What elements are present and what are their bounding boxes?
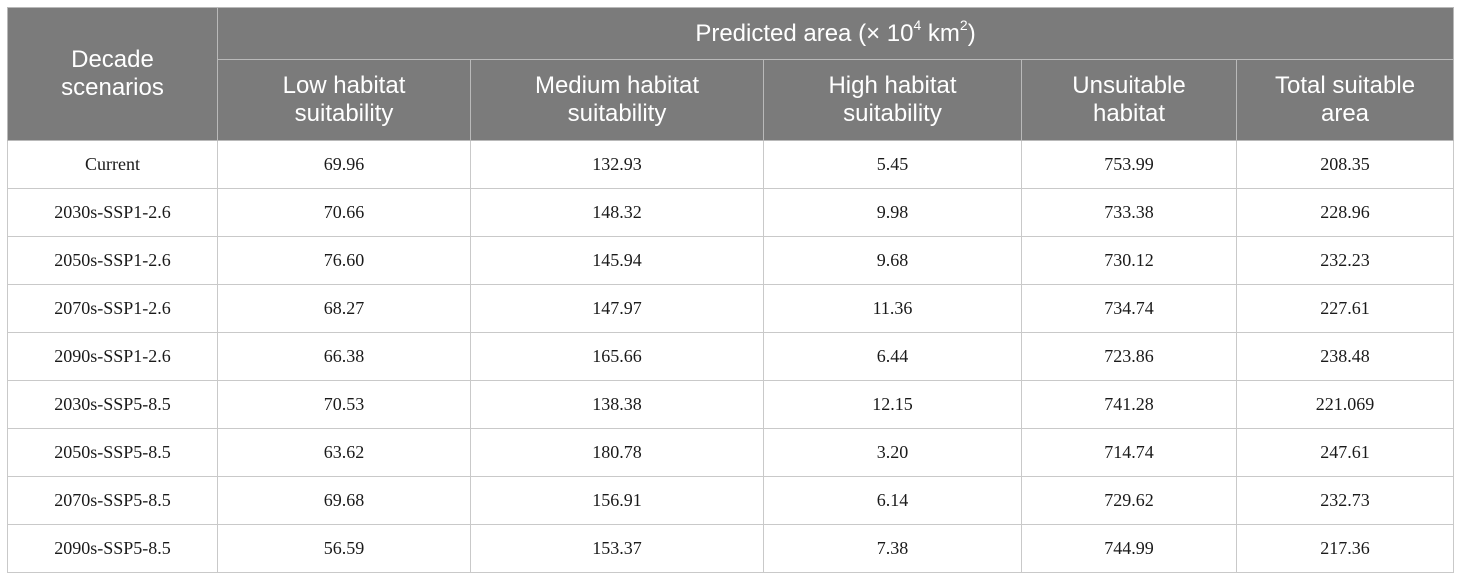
table-row: 2090s-SSP1-2.6 66.38 165.66 6.44 723.86 …	[7, 332, 1455, 381]
value-cell: 753.99	[1021, 140, 1237, 189]
column-header-total: Total suitable area	[1235, 59, 1455, 141]
table-row: 2030s-SSP1-2.6 70.66 148.32 9.98 733.38 …	[7, 188, 1455, 237]
value-cell: 147.97	[470, 284, 764, 333]
value-cell: 6.44	[763, 332, 1022, 381]
value-cell: 5.45	[763, 140, 1022, 189]
scenario-cell: 2030s-SSP5-8.5	[7, 380, 218, 429]
group-header-exp2: 2	[959, 16, 968, 33]
value-cell: 730.12	[1021, 236, 1237, 285]
scenario-cell: 2090s-SSP1-2.6	[7, 332, 218, 381]
table-container: Decade scenarios Predicted area (× 104 k…	[7, 7, 1455, 573]
value-cell: 76.60	[217, 236, 471, 285]
predicted-area-table: Decade scenarios Predicted area (× 104 k…	[7, 7, 1455, 573]
value-cell: 247.61	[1235, 428, 1455, 477]
value-cell: 729.62	[1021, 476, 1237, 525]
value-cell: 9.68	[763, 236, 1022, 285]
value-cell: 63.62	[217, 428, 471, 477]
scenario-cell: Current	[7, 140, 218, 189]
table-row: 2050s-SSP5-8.5 63.62 180.78 3.20 714.74 …	[7, 428, 1455, 477]
group-header-exp1: 4	[913, 16, 922, 33]
value-cell: 3.20	[763, 428, 1022, 477]
value-cell: 165.66	[470, 332, 764, 381]
group-header-prefix: Predicted area (× 10	[695, 19, 914, 47]
column-header-low: Low habitat suitability	[217, 59, 471, 141]
column-header-high: High habitat suitability	[763, 59, 1022, 141]
value-cell: 7.38	[763, 524, 1022, 573]
value-cell: 11.36	[763, 284, 1022, 333]
scenario-cell: 2070s-SSP1-2.6	[7, 284, 218, 333]
table-body: Current 69.96 132.93 5.45 753.99 208.35 …	[7, 140, 1455, 573]
column-header-medium: Medium habitat suitability	[470, 59, 764, 141]
value-cell: 132.93	[470, 140, 764, 189]
scenario-cell: 2050s-SSP1-2.6	[7, 236, 218, 285]
value-cell: 69.68	[217, 476, 471, 525]
value-cell: 232.73	[1235, 476, 1455, 525]
value-cell: 145.94	[470, 236, 764, 285]
value-cell: 68.27	[217, 284, 471, 333]
value-cell: 180.78	[470, 428, 764, 477]
value-cell: 6.14	[763, 476, 1022, 525]
value-cell: 723.86	[1021, 332, 1237, 381]
value-cell: 12.15	[763, 380, 1022, 429]
table-header: Decade scenarios Predicted area (× 104 k…	[7, 7, 1455, 141]
value-cell: 66.38	[217, 332, 471, 381]
value-cell: 744.99	[1021, 524, 1237, 573]
row-header-label: Decade scenarios	[61, 46, 164, 101]
scenario-cell: 2070s-SSP5-8.5	[7, 476, 218, 525]
table-row: 2090s-SSP5-8.5 56.59 153.37 7.38 744.99 …	[7, 524, 1455, 573]
scenario-cell: 2090s-SSP5-8.5	[7, 524, 218, 573]
group-header-suffix: )	[967, 19, 976, 47]
value-cell: 70.66	[217, 188, 471, 237]
value-cell: 238.48	[1235, 332, 1455, 381]
value-cell: 228.96	[1235, 188, 1455, 237]
value-cell: 138.38	[470, 380, 764, 429]
value-cell: 714.74	[1021, 428, 1237, 477]
table-row: Current 69.96 132.93 5.45 753.99 208.35	[7, 140, 1455, 189]
value-cell: 227.61	[1235, 284, 1455, 333]
table-row: 2050s-SSP1-2.6 76.60 145.94 9.68 730.12 …	[7, 236, 1455, 285]
scenario-cell: 2050s-SSP5-8.5	[7, 428, 218, 477]
value-cell: 70.53	[217, 380, 471, 429]
value-cell: 9.98	[763, 188, 1022, 237]
value-cell: 733.38	[1021, 188, 1237, 237]
value-cell: 69.96	[217, 140, 471, 189]
value-cell: 221.069	[1235, 380, 1455, 429]
value-cell: 56.59	[217, 524, 471, 573]
value-cell: 156.91	[470, 476, 764, 525]
value-cell: 153.37	[470, 524, 764, 573]
value-cell: 741.28	[1021, 380, 1237, 429]
table-row: 2070s-SSP5-8.5 69.68 156.91 6.14 729.62 …	[7, 476, 1455, 525]
table-row: 2030s-SSP5-8.5 70.53 138.38 12.15 741.28…	[7, 380, 1455, 429]
value-cell: 148.32	[470, 188, 764, 237]
group-header-cell: Predicted area (× 104 km2)	[216, 7, 1455, 60]
column-header-unsuitable: Unsuitable habitat	[1021, 59, 1237, 141]
row-header-cell: Decade scenarios	[7, 7, 218, 141]
value-cell: 208.35	[1235, 140, 1455, 189]
value-cell: 217.36	[1235, 524, 1455, 573]
group-header-mid: km	[921, 19, 960, 47]
value-cell: 734.74	[1021, 284, 1237, 333]
table-row: 2070s-SSP1-2.6 68.27 147.97 11.36 734.74…	[7, 284, 1455, 333]
scenario-cell: 2030s-SSP1-2.6	[7, 188, 218, 237]
value-cell: 232.23	[1235, 236, 1455, 285]
